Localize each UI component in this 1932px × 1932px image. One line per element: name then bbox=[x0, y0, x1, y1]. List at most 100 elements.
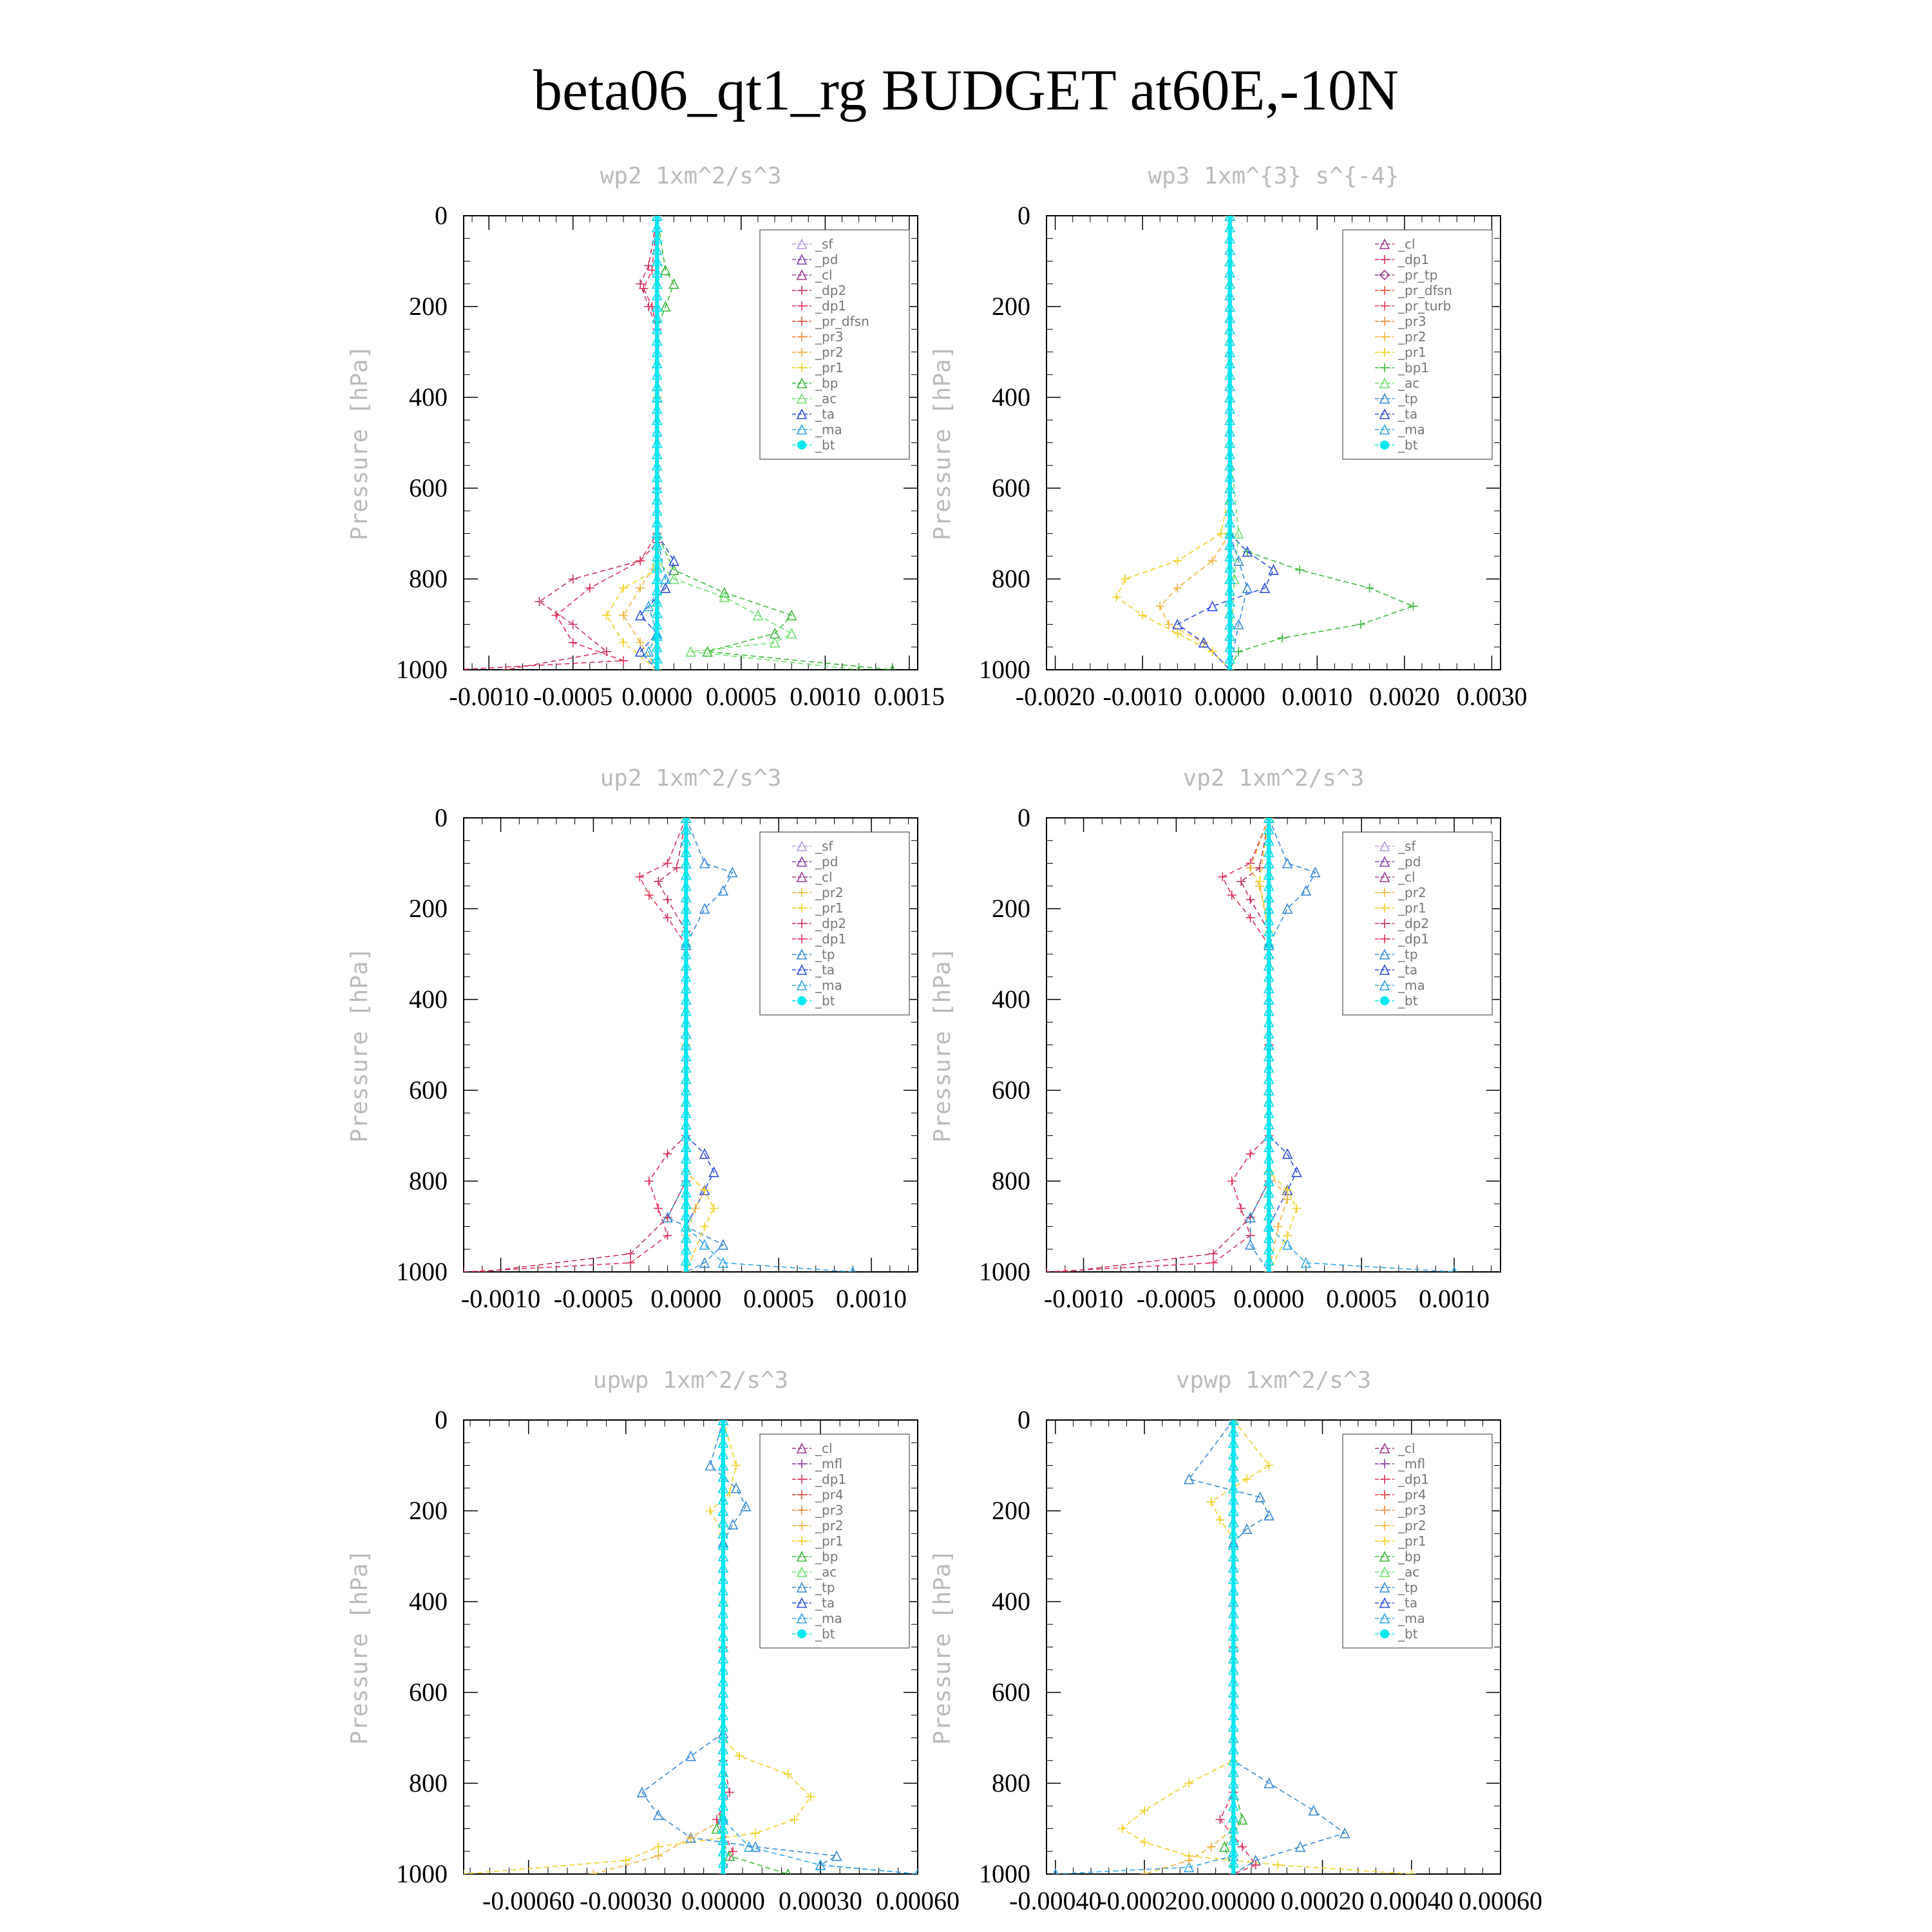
data-point bbox=[1224, 516, 1236, 527]
legend-label: _bt bbox=[1397, 1626, 1418, 1642]
data-point bbox=[717, 1493, 729, 1505]
data-point bbox=[1224, 402, 1236, 414]
data-point bbox=[1215, 1515, 1225, 1525]
data-point bbox=[1264, 1209, 1274, 1220]
data-point bbox=[660, 582, 671, 593]
legend-label: _pr3 bbox=[1397, 1502, 1426, 1518]
data-point bbox=[1283, 1186, 1293, 1195]
data-point bbox=[1227, 1618, 1239, 1630]
data-point bbox=[1183, 1473, 1195, 1484]
data-point bbox=[1233, 527, 1244, 539]
data-point bbox=[1264, 823, 1274, 835]
data-point bbox=[651, 516, 663, 527]
data-point bbox=[663, 1231, 672, 1240]
data-point bbox=[651, 278, 663, 289]
legend-marker bbox=[1380, 1506, 1389, 1515]
data-point bbox=[1224, 357, 1236, 368]
data-point bbox=[636, 1786, 648, 1797]
data-point bbox=[806, 1792, 815, 1802]
data-point bbox=[1173, 629, 1182, 638]
figure-title: beta06_qt1_rg BUDGET at60E,-10N bbox=[533, 59, 1399, 122]
data-point bbox=[651, 630, 663, 641]
panel-title: upwp 1xm^2/s^3 bbox=[593, 1367, 788, 1394]
data-point bbox=[651, 255, 663, 267]
x-tick-label: 0.00060 bbox=[1459, 1886, 1542, 1915]
data-point bbox=[1242, 545, 1253, 557]
legend-marker bbox=[1380, 934, 1389, 943]
data-point bbox=[717, 1709, 729, 1721]
data-point bbox=[625, 1249, 635, 1258]
data-point bbox=[717, 1857, 729, 1868]
legend-label: _dp1 bbox=[1397, 252, 1429, 267]
data-point bbox=[790, 1815, 799, 1824]
legend-label: _pr_tp bbox=[1397, 267, 1437, 283]
data-point bbox=[1300, 1257, 1312, 1268]
legend-label: _bt bbox=[1397, 993, 1418, 1009]
data-point bbox=[1264, 1198, 1274, 1209]
data-point bbox=[651, 562, 663, 573]
data-point bbox=[1278, 633, 1287, 643]
data-point bbox=[681, 891, 692, 903]
data-point bbox=[619, 656, 629, 665]
legend-label: _bp bbox=[815, 375, 838, 391]
legend-label: _ma bbox=[1397, 978, 1425, 993]
data-point bbox=[668, 573, 679, 584]
data-point bbox=[1245, 913, 1255, 923]
data-point bbox=[1227, 1630, 1239, 1641]
legend-marker bbox=[1379, 238, 1390, 249]
data-point bbox=[1227, 1754, 1239, 1766]
data-point bbox=[1121, 574, 1130, 583]
data-point bbox=[1264, 1107, 1274, 1119]
legend-marker bbox=[797, 1521, 806, 1530]
y-tick-label: 800 bbox=[992, 564, 1030, 593]
panel-title: up2 1xm^2/s^3 bbox=[600, 765, 782, 791]
legend-marker bbox=[796, 254, 808, 265]
data-point bbox=[652, 1809, 664, 1821]
legend-label: _bp bbox=[1397, 1549, 1421, 1564]
data-point bbox=[1224, 312, 1236, 323]
data-point bbox=[551, 611, 561, 620]
data-point bbox=[1227, 1528, 1239, 1539]
data-point bbox=[681, 1232, 692, 1243]
data-point bbox=[1236, 1204, 1246, 1213]
series-line bbox=[685, 818, 715, 1272]
data-point bbox=[636, 556, 645, 565]
legend-marker bbox=[1379, 871, 1390, 882]
legend-marker bbox=[1380, 904, 1389, 913]
legend-marker bbox=[1379, 1443, 1390, 1454]
data-point bbox=[651, 368, 663, 380]
data-point bbox=[1255, 876, 1264, 886]
y-tick-label: 0 bbox=[435, 803, 448, 832]
legend-label: _pr3 bbox=[1397, 314, 1426, 329]
data-point bbox=[717, 1845, 729, 1857]
data-point bbox=[681, 1243, 692, 1255]
legend-label: _ac bbox=[815, 1564, 837, 1580]
series-bt bbox=[1227, 1420, 1239, 1874]
data-point bbox=[752, 609, 764, 621]
data-point bbox=[1224, 380, 1236, 392]
data-point bbox=[717, 1596, 729, 1607]
x-tick-label: -0.00040 bbox=[1009, 1886, 1101, 1915]
plot-area bbox=[1052, 1420, 1416, 1874]
legend-marker bbox=[1380, 317, 1389, 326]
legend-label: _tp bbox=[1397, 947, 1418, 962]
legend-label: _pr_turb bbox=[1397, 298, 1451, 314]
data-point bbox=[1283, 1231, 1293, 1240]
data-point bbox=[1356, 620, 1366, 629]
data-point bbox=[1282, 903, 1293, 914]
y-tick-label: 800 bbox=[409, 1166, 448, 1195]
data-point bbox=[1208, 1258, 1218, 1267]
data-point bbox=[681, 1061, 692, 1073]
data-point bbox=[1224, 471, 1236, 482]
data-point bbox=[743, 1841, 755, 1852]
data-point bbox=[1184, 1779, 1194, 1788]
data-point bbox=[681, 971, 692, 982]
data-point bbox=[681, 948, 692, 960]
data-point bbox=[1227, 1653, 1239, 1663]
data-point bbox=[585, 583, 594, 593]
legend-marker bbox=[796, 964, 808, 975]
x-tick-label: 0.00040 bbox=[1370, 1886, 1454, 1915]
y-axis-label: Pressure [hPa] bbox=[929, 1549, 956, 1745]
data-point bbox=[1224, 641, 1236, 652]
data-point bbox=[663, 895, 672, 904]
